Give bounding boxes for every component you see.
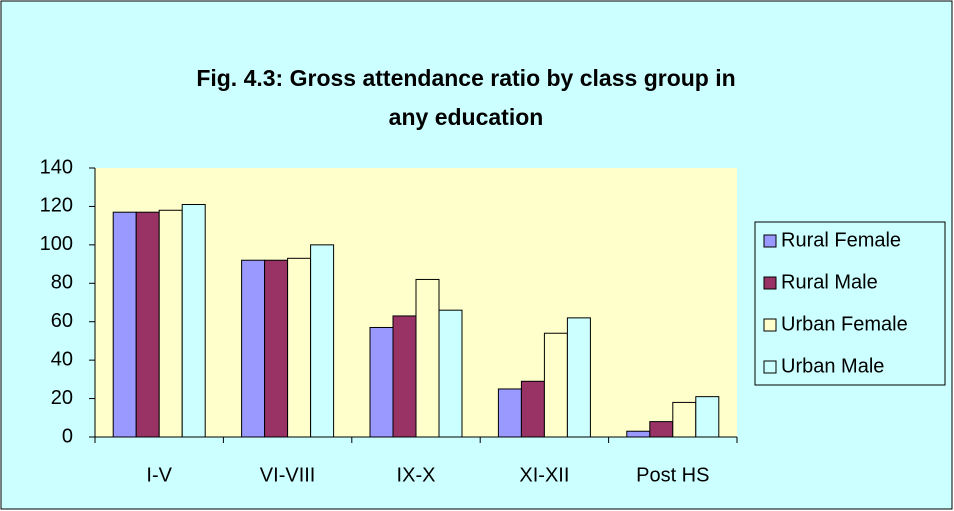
x-tick-label: Post HS [636,464,709,486]
chart-title: Fig. 4.3: Gross attendance ratio by clas… [196,65,735,91]
bar [264,259,289,438]
bar [649,421,674,438]
bar [158,209,183,438]
bar [566,317,591,438]
bar [497,388,522,438]
legend-label: Rural Female [781,229,901,251]
bar [112,211,137,438]
legend [754,221,946,386]
legend-swatch [763,234,777,248]
legend-label: Urban Female [781,313,908,335]
x-tick-label: XI-XII [519,464,569,486]
legend-swatch [763,276,777,290]
y-tick-label: 140 [40,156,73,178]
y-tick-label: 20 [51,387,73,409]
bar [392,315,417,438]
bar [626,430,651,438]
bar [520,380,545,438]
bar [135,211,160,438]
bar [369,326,394,438]
y-tick-label: 60 [51,310,73,332]
x-tick-label: I-V [146,464,172,486]
x-tick-label: IX-X [397,464,436,486]
bar [415,278,440,438]
bar [543,332,568,438]
bar [438,309,463,438]
bar [672,401,697,438]
legend-label: Urban Male [781,355,884,377]
bar [310,244,335,438]
legend-label: Rural Male [781,271,878,293]
y-tick-label: 80 [51,272,73,294]
bar [287,257,312,438]
y-tick-label: 40 [51,348,73,370]
legend-swatch [763,360,777,374]
y-tick-label: 100 [40,233,73,255]
y-tick-label: 120 [40,195,73,217]
bar [695,396,720,438]
bar [241,259,266,438]
bar [181,204,206,438]
x-tick-label: VI-VIII [260,464,316,486]
legend-swatch [763,318,777,332]
chart-title: any education [389,104,544,130]
y-tick-label: 0 [62,425,73,447]
